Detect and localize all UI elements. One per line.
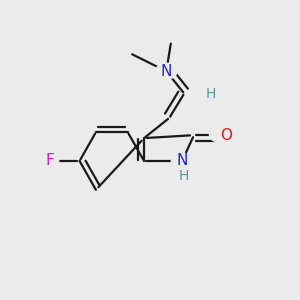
Text: O: O xyxy=(220,128,232,142)
Text: H: H xyxy=(178,169,189,184)
Ellipse shape xyxy=(156,63,177,79)
Ellipse shape xyxy=(199,88,213,99)
Text: N: N xyxy=(176,154,188,169)
Ellipse shape xyxy=(171,153,193,169)
Ellipse shape xyxy=(209,128,227,142)
Ellipse shape xyxy=(41,154,59,168)
Text: F: F xyxy=(46,154,54,169)
Text: N: N xyxy=(161,64,172,79)
Text: H: H xyxy=(206,86,216,100)
